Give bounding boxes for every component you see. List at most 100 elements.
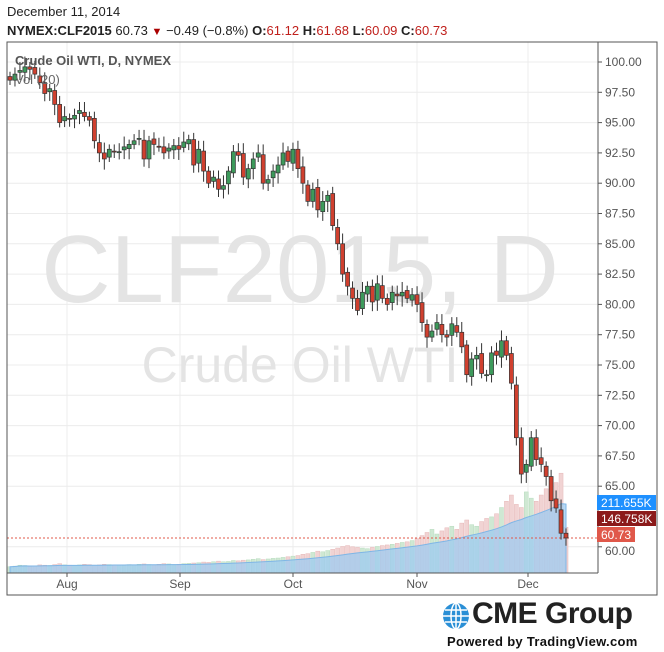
down-triangle-icon: ▼ xyxy=(151,26,163,38)
candle xyxy=(444,329,450,347)
x-tick-label: Oct xyxy=(284,577,303,591)
y-tick-label: 87.50 xyxy=(605,207,635,221)
candle xyxy=(97,134,102,163)
candle xyxy=(295,140,301,178)
x-tick-label: Dec xyxy=(517,577,538,591)
candle xyxy=(62,106,67,128)
candle xyxy=(42,72,48,102)
candle xyxy=(484,369,489,382)
candle xyxy=(161,136,167,160)
candle xyxy=(221,175,226,199)
candle xyxy=(12,67,18,87)
y-tick-label: 90.00 xyxy=(605,176,635,190)
candle xyxy=(216,170,221,198)
candle xyxy=(533,429,539,466)
candle xyxy=(384,293,390,311)
candle xyxy=(563,528,569,546)
candle xyxy=(290,142,296,171)
x-tick-label: Sep xyxy=(169,577,191,591)
watermark-symbol: CLF2015, D xyxy=(41,216,559,323)
candle xyxy=(469,352,475,386)
y-tick-label: 70.00 xyxy=(605,419,635,433)
high-value: 61.68 xyxy=(316,23,349,38)
candle xyxy=(101,142,107,170)
y-tick-label: 92.50 xyxy=(605,146,635,160)
chart-frame xyxy=(6,41,658,596)
candle xyxy=(186,134,192,151)
candle xyxy=(345,267,350,296)
candle xyxy=(315,178,321,218)
candle xyxy=(300,156,306,194)
candle xyxy=(72,108,77,129)
candle xyxy=(146,135,152,169)
candle xyxy=(504,335,509,361)
candle xyxy=(325,190,331,213)
candle xyxy=(419,292,425,332)
candle xyxy=(260,144,266,190)
close-value: 60.73 xyxy=(414,23,448,38)
candle xyxy=(409,288,415,307)
candle xyxy=(404,285,410,304)
candle xyxy=(305,180,311,207)
y-tick-label: 80.00 xyxy=(605,297,635,311)
symbol: NYMEX:CLF2015 xyxy=(7,23,112,38)
candle xyxy=(399,281,405,307)
y-tick-label: 72.50 xyxy=(605,388,635,402)
candle xyxy=(106,144,112,162)
candle xyxy=(499,330,504,368)
powered-by-link[interactable]: Powered by TradingView.com xyxy=(447,634,638,649)
cme-globe-icon xyxy=(443,602,469,630)
candle xyxy=(52,83,58,116)
candle xyxy=(389,285,395,311)
candle xyxy=(370,279,375,312)
y-tick-label: 65.00 xyxy=(605,479,635,493)
candle xyxy=(265,174,271,191)
price-label-value: 60.73 xyxy=(601,528,631,542)
candle xyxy=(82,101,87,122)
open-value: 61.12 xyxy=(266,23,300,38)
x-tick-label: Aug xyxy=(56,577,77,591)
candle xyxy=(280,142,286,170)
candle xyxy=(275,156,281,184)
candle xyxy=(489,346,494,383)
chart-date: December 11, 2014 xyxy=(7,4,121,19)
candle xyxy=(424,319,430,348)
last-price: 60.73 xyxy=(115,23,148,38)
candle xyxy=(558,499,564,540)
candle xyxy=(459,321,465,354)
high-label: H: xyxy=(302,23,317,38)
candle xyxy=(270,164,276,187)
close-label: C: xyxy=(401,23,415,38)
candle xyxy=(231,145,236,178)
y-tick-label: 77.50 xyxy=(605,328,635,342)
y-tick-label: 85.00 xyxy=(605,237,635,251)
candle xyxy=(479,343,484,379)
volume-label: 146.758K xyxy=(597,511,656,526)
candle xyxy=(240,143,246,185)
price-label: 60.73 xyxy=(597,527,635,542)
candle xyxy=(449,317,455,346)
candle xyxy=(365,281,370,302)
open-label: O: xyxy=(252,23,267,38)
candle xyxy=(335,218,340,251)
candle xyxy=(77,101,82,125)
candle xyxy=(548,469,554,512)
price-change: −0.49 (−0.8%) xyxy=(166,23,249,38)
candle xyxy=(87,111,92,127)
candle xyxy=(523,459,529,483)
quote-line: NYMEX:CLF2015 60.73 ▼ −0.49 (−0.8%) O:61… xyxy=(7,23,447,40)
candle xyxy=(518,427,524,484)
volume-indicator-label: Vol (20) xyxy=(15,72,60,87)
candle xyxy=(156,137,162,152)
candle xyxy=(67,113,72,127)
candle xyxy=(57,95,62,128)
candle xyxy=(429,324,435,342)
candle xyxy=(206,166,211,189)
candle xyxy=(166,143,172,159)
candle xyxy=(141,129,147,167)
candle xyxy=(92,111,97,149)
candle xyxy=(464,340,470,383)
low-value: 60.09 xyxy=(364,23,398,38)
